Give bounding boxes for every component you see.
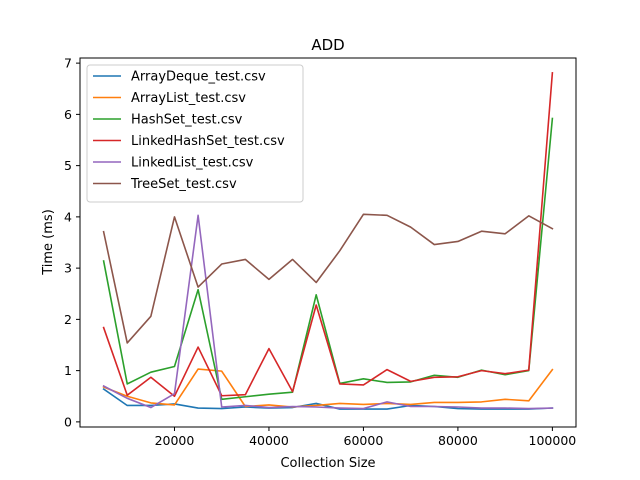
x-tick-label: 80000 — [438, 433, 478, 448]
x-tick-label: 100000 — [529, 433, 577, 448]
y-tick-label: 3 — [64, 261, 72, 276]
x-tick-label: 20000 — [155, 433, 195, 448]
x-tick-label: 40000 — [249, 433, 289, 448]
legend-label-2: ArrayList_test.csv — [131, 91, 246, 106]
y-tick-label: 0 — [64, 414, 72, 429]
legend-label-6: TreeSet_test.csv — [130, 177, 237, 192]
y-tick-label: 7 — [64, 56, 72, 71]
x-axis: 20000 40000 60000 80000 100000 — [155, 427, 577, 448]
series-line-5 — [102, 214, 554, 410]
y-axis-label: Time (ms) — [41, 209, 56, 276]
y-tick-label: 4 — [64, 209, 72, 224]
legend-label-3: HashSet_test.csv — [131, 113, 243, 128]
plot-area-frame — [79, 57, 577, 428]
y-axis: 0 1 2 3 4 5 6 7 — [64, 56, 80, 429]
y-tick-label: 5 — [64, 158, 72, 173]
y-tick-label: 2 — [64, 312, 72, 327]
legend: ArrayDeque_test.csv ArrayList_test.csv Has… — [86, 64, 304, 203]
legend-label-5: LinkedList_test.csv — [131, 156, 254, 171]
series-line-6 — [102, 213, 554, 344]
plot-lines — [102, 71, 554, 410]
y-tick-label: 1 — [64, 363, 72, 378]
x-axis-label: Collection Size — [280, 456, 375, 471]
legend-box — [86, 64, 304, 203]
legend-label-4: LinkedHashSet_test.csv — [131, 134, 285, 149]
legend-label-1: ArrayDeque_test.csv — [131, 70, 266, 85]
y-tick-label: 6 — [64, 107, 72, 122]
chart-title: ADD — [311, 36, 344, 54]
series-line-4 — [102, 71, 554, 398]
x-tick-label: 60000 — [344, 433, 384, 448]
series-line-1 — [102, 387, 554, 410]
series-line-2 — [102, 368, 554, 408]
